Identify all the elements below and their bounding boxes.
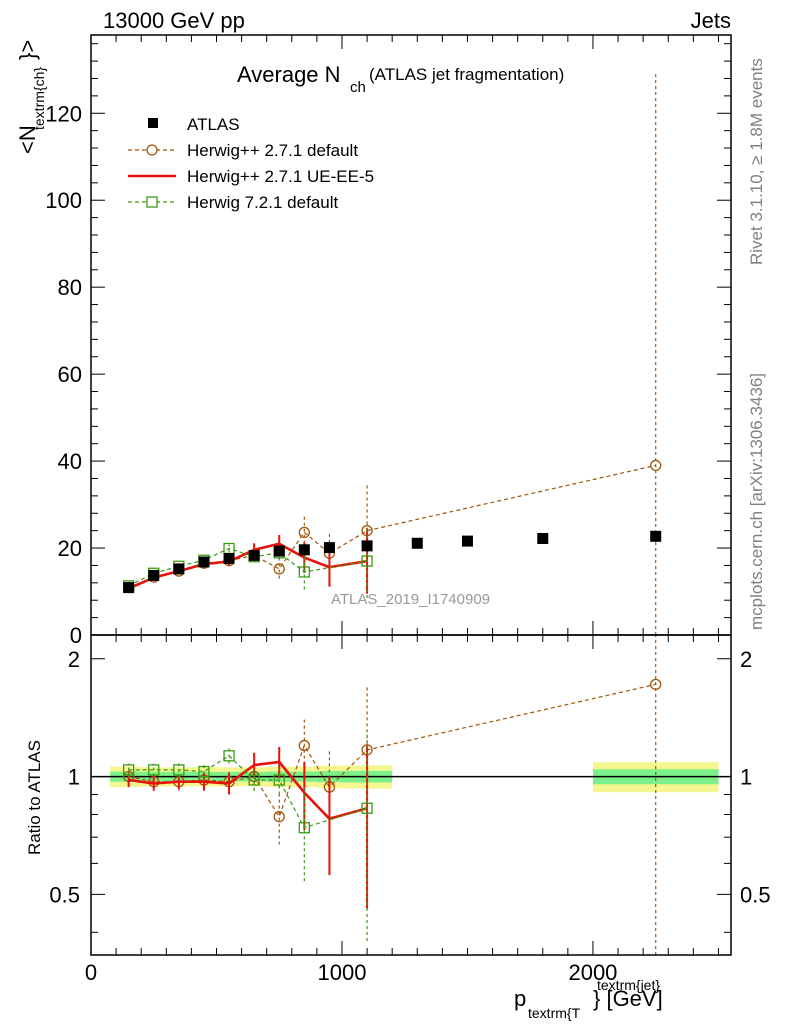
ratio-panel: 0 1000 2000 0.5 0.5 1 1 2 2 Ratio to ATLAS p tex… <box>25 634 771 1021</box>
ratio-y-tick-label-right: 0.5 <box>740 882 771 907</box>
main-atlas-point <box>411 537 423 549</box>
energy-label: 13000 GeV pp <box>103 8 245 33</box>
main-herwigpp-default-point <box>650 459 662 472</box>
main-atlas-point <box>248 549 260 561</box>
legend-label-herwig7: Herwig 7.2.1 default <box>187 193 338 212</box>
rivet-version-label: Rivet 3.1.10, ≥ 1.8M events <box>747 58 766 265</box>
ratio-herwig7-point <box>248 774 260 786</box>
x-axis-label: p textrm{T textrm{jet} } [GeV] <box>514 977 663 1021</box>
ratio-herwig7-point <box>273 774 285 786</box>
chart-title-main: Average N <box>237 62 341 87</box>
legend-entry-herwig7: Herwig 7.2.1 default <box>128 193 338 212</box>
main-panel: 0 20 40 60 80 100 120 Average N ch (ATLAS jet … <box>15 34 732 648</box>
y-axis-label-main: <N <box>15 125 40 154</box>
main-atlas-point <box>298 544 310 556</box>
ratio-herwig7-point <box>122 764 135 776</box>
ratio-herwig7-point <box>173 764 185 776</box>
ratio-y-tick-label: 0.5 <box>49 882 80 907</box>
ratio-herwigpp-default-point <box>650 678 662 691</box>
analysis-watermark: ATLAS_2019_I1740909 <box>331 591 490 608</box>
legend-marker-atlas <box>148 118 158 128</box>
main-atlas-point <box>650 530 662 542</box>
main-y-tick-label: 60 <box>58 362 82 387</box>
x-axis-label-sup: textrm{jet} <box>597 977 660 993</box>
ratio-y-axis-label: Ratio to ATLAS <box>25 740 44 855</box>
main-y-tick-label: 0 <box>70 623 82 648</box>
main-y-tick-label: 20 <box>58 536 82 561</box>
legend-entry-herwigpp-default: Herwig++ 2.7.1 default <box>128 141 358 160</box>
main-atlas-point <box>198 556 210 568</box>
y-axis-label-sub: textrm{ch} <box>31 67 47 130</box>
ratio-herwigpp-ueee5-line <box>128 760 368 821</box>
ratio-herwig7-point <box>223 750 235 762</box>
category-label: Jets <box>691 8 731 33</box>
legend: ATLAS Herwig++ 2.7.1 default Herwig++ 2.… <box>128 115 374 212</box>
main-atlas-point <box>537 532 549 544</box>
ratio-herwig7-point <box>198 765 210 778</box>
x-tick-label: 1000 <box>318 960 367 985</box>
main-y-tick-label: 100 <box>45 188 82 213</box>
ratio-y-tick-label-right: 2 <box>740 647 752 672</box>
main-herwig7-line <box>128 547 368 587</box>
ratio-herwigpp-default-line <box>128 683 656 818</box>
ratio-panel-frame <box>90 634 732 956</box>
ratio-herwig7-point <box>361 802 373 814</box>
x-axis-label-sub: textrm{T <box>528 1005 581 1021</box>
main-plot-area <box>122 74 662 635</box>
ratio-herwigpp-default-point <box>273 810 285 823</box>
ratio-plot-area <box>91 635 731 955</box>
mcplots-label: mcplots.cern.ch [arXiv:1306.3436] <box>747 373 766 630</box>
chart-title: Average N <box>237 62 341 87</box>
y-axis-label-close: }> <box>15 40 40 60</box>
main-atlas-point <box>223 552 235 564</box>
legend-marker-herwigpp-default <box>146 144 158 156</box>
main-herwigpp-default-point <box>298 526 310 539</box>
x-tick-label: 2000 <box>568 960 617 985</box>
ratio-y-tick-label-right: 1 <box>740 765 752 790</box>
main-herwigpp-default-point <box>273 563 285 575</box>
ratio-herwigpp-default-point <box>298 739 310 752</box>
main-herwig7-point <box>298 566 310 578</box>
ratio-herwig7-point <box>148 764 160 776</box>
legend-label-herwigpp-default: Herwig++ 2.7.1 default <box>187 141 358 160</box>
main-atlas-point <box>361 540 373 552</box>
legend-label-atlas: ATLAS <box>187 115 240 134</box>
legend-entry-atlas: ATLAS <box>148 115 240 134</box>
chart-title-sub: ch <box>350 79 366 96</box>
x-tick-label: 0 <box>85 960 97 985</box>
y-axis-label: <N textrm{ch} }> <box>15 40 47 154</box>
main-herwigpp-default-line <box>128 464 656 589</box>
main-herwig7-point <box>361 555 373 567</box>
ratio-y-tick-label: 1 <box>68 765 80 790</box>
main-axes: 0 20 40 60 80 100 120 <box>45 35 731 648</box>
main-y-tick-label: 80 <box>58 275 82 300</box>
main-atlas-point <box>323 542 335 554</box>
legend-label-herwigpp-ueee5: Herwig++ 2.7.1 UE-EE-5 <box>187 167 374 186</box>
main-atlas-point <box>273 545 285 557</box>
chart-title-suffix: (ATLAS jet fragmentation) <box>369 65 564 84</box>
legend-entry-herwigpp-ueee5: Herwig++ 2.7.1 UE-EE-5 <box>128 167 374 186</box>
x-axis-label-close: } [GeV] <box>593 986 663 1011</box>
main-y-tick-label: 120 <box>45 101 82 126</box>
legend-marker-herwig7 <box>146 196 158 208</box>
svg-text:<N: <N <box>15 125 40 154</box>
ratio-y-tick-label: 2 <box>68 647 80 672</box>
main-atlas-point <box>461 535 473 547</box>
main-atlas-point <box>173 563 185 575</box>
main-atlas-point <box>123 582 135 594</box>
ratio-herwig7-point <box>298 822 310 834</box>
main-y-tick-label: 40 <box>58 449 82 474</box>
main-herwigpp-ueee5-line <box>128 542 368 590</box>
ratio-axes: 0 1000 2000 0.5 0.5 1 1 2 2 <box>49 635 771 985</box>
main-atlas-point <box>148 569 160 581</box>
x-axis-label-main: p <box>514 986 526 1011</box>
